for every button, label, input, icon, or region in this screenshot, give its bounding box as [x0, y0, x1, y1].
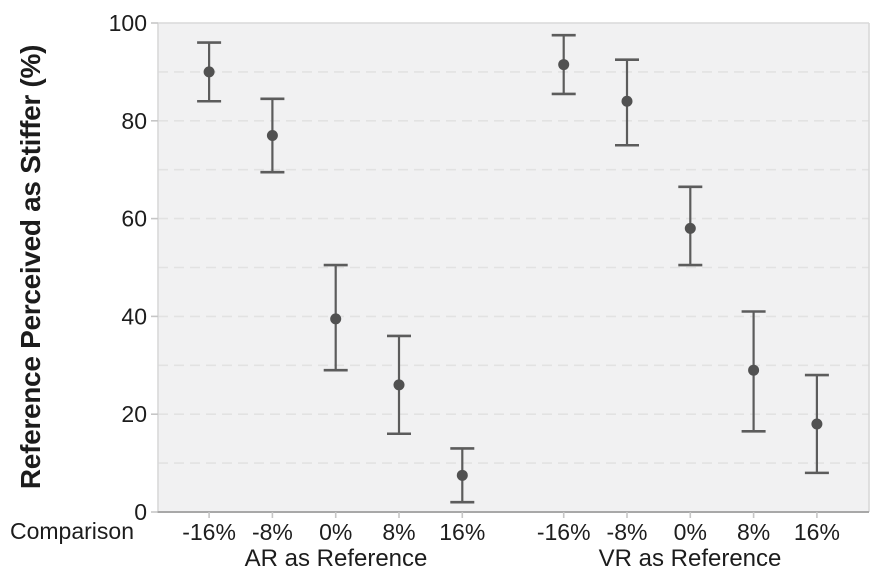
- x-tick-label: 8%: [382, 519, 415, 545]
- data-point: [558, 59, 570, 71]
- x-tick-label: -8%: [607, 519, 648, 545]
- group-label-vr: VR as Reference: [598, 545, 782, 567]
- x-tick-label: 0%: [319, 519, 352, 545]
- x-tick-label: 16%: [439, 519, 485, 545]
- data-point: [621, 95, 633, 107]
- group-label-ar: AR as Reference: [244, 545, 428, 567]
- y-tick-label: 100: [109, 10, 147, 36]
- y-axis-title: Reference Perceived as Stiffer (%): [15, 44, 46, 490]
- y-tick-label: 20: [121, 401, 147, 427]
- y-tick-label: 0: [134, 499, 147, 525]
- data-point: [811, 418, 823, 430]
- data-point: [748, 364, 760, 376]
- x-tick-label: -16%: [182, 519, 236, 545]
- y-tick-label: 60: [121, 206, 147, 232]
- y-tick-label: 80: [121, 108, 147, 134]
- x-tick-label: 16%: [794, 519, 840, 545]
- data-point: [266, 129, 278, 141]
- x-tick-label: 0%: [674, 519, 707, 545]
- data-point: [393, 379, 405, 391]
- data-point: [203, 66, 215, 78]
- x-tick-label: -16%: [537, 519, 591, 545]
- data-point: [684, 222, 696, 234]
- data-point: [456, 469, 468, 481]
- y-tick-label: 40: [121, 303, 147, 329]
- x-tick-label: -8%: [252, 519, 293, 545]
- data-point: [330, 313, 342, 325]
- x-tick-label: 8%: [737, 519, 770, 545]
- x-axis-title: Comparison: [10, 518, 134, 544]
